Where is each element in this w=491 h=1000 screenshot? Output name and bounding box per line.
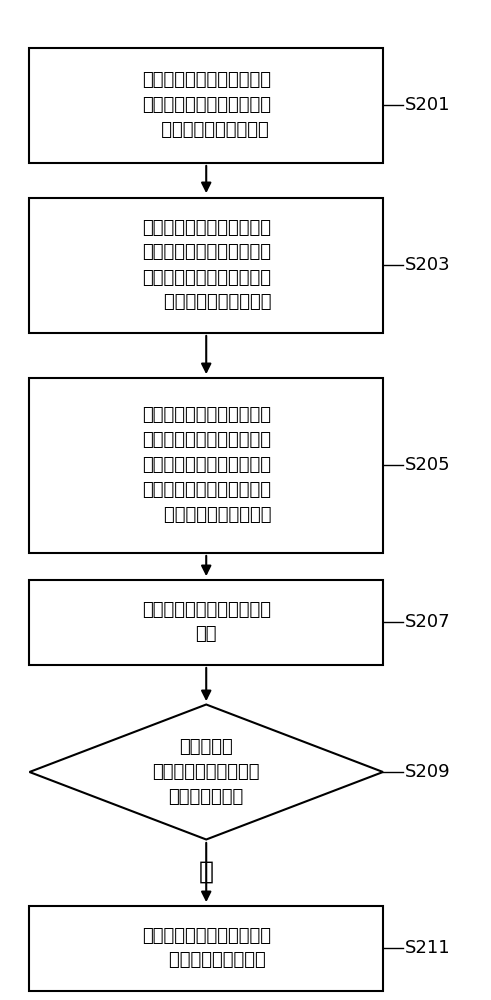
Text: 判断所述信
号提醒装置状态信息是
否处于目标状态: 判断所述信 号提醒装置状态信息是 否处于目标状态 (153, 738, 260, 806)
Text: 当需要对目标患者进行放疗
时，控制所述扫描装置扫描
目标真空垫对应的患者识别
码，以控制与目标真空垫对
    应的信号提醒装置打开: 当需要对目标患者进行放疗 时，控制所述扫描装置扫描 目标真空垫对应的患者识别 码… (141, 406, 272, 524)
FancyBboxPatch shape (29, 906, 383, 990)
Text: S205: S205 (405, 456, 451, 474)
FancyBboxPatch shape (29, 579, 383, 664)
FancyBboxPatch shape (29, 47, 383, 162)
Text: S203: S203 (405, 256, 451, 274)
FancyBboxPatch shape (29, 377, 383, 552)
Text: 将目标患者的目标真空垫放
    置在真空垫放置槽中: 将目标患者的目标真空垫放 置在真空垫放置槽中 (142, 926, 271, 970)
Text: 是: 是 (199, 860, 214, 884)
Text: 获取目标患者的数据信息，
所述数据信息包括目标患者
   的个人信息和放疗信息: 获取目标患者的数据信息， 所述数据信息包括目标患者 的个人信息和放疗信息 (142, 71, 271, 139)
Polygon shape (29, 704, 383, 840)
Text: S209: S209 (405, 763, 451, 781)
FancyBboxPatch shape (29, 198, 383, 332)
Text: S211: S211 (405, 939, 451, 957)
Text: 实时获取信号提醒装置状态
信息: 实时获取信号提醒装置状态 信息 (142, 600, 271, 644)
Text: S201: S201 (405, 96, 451, 114)
Text: 基于所述目标患者的数据信
息建立患者二维码，并建立
患者二维码与真空垫之间的
    联系，得到目标真空垫: 基于所述目标患者的数据信 息建立患者二维码，并建立 患者二维码与真空垫之间的 联… (141, 219, 272, 312)
Text: S207: S207 (405, 613, 451, 631)
